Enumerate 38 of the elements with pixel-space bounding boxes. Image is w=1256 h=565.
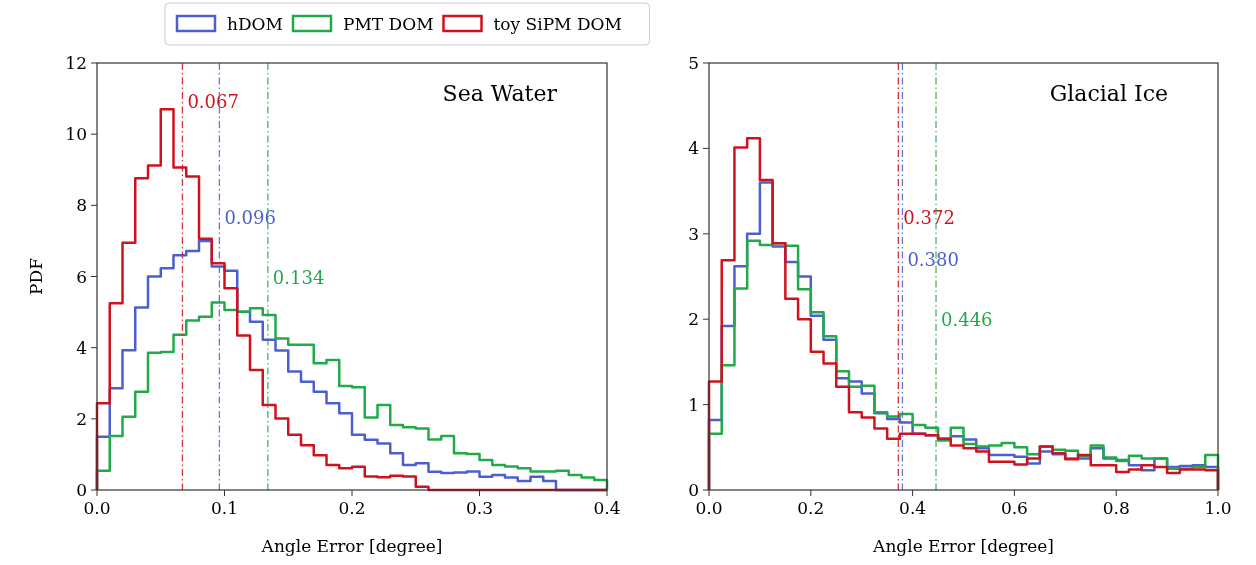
x-tick-label: 0.0	[83, 498, 111, 518]
ref-line-label: 0.134	[272, 266, 325, 288]
x-axis-title: Angle Error [degree]	[260, 536, 443, 556]
y-tick-label: 4	[76, 337, 87, 358]
ref-line-label: 0.446	[941, 309, 993, 331]
x-tick-label: 0.2	[338, 498, 366, 518]
x-tick-label: 0.4	[593, 498, 621, 518]
x-tick-label: 0.0	[695, 498, 723, 518]
ref-line-label: 0.067	[187, 91, 239, 113]
y-tick-label: 4	[688, 138, 699, 159]
y-tick-label: 6	[76, 266, 87, 287]
y-tick-label: 1	[688, 394, 699, 415]
x-tick-label: 0.2	[797, 498, 825, 518]
y-axis-title: PDF	[26, 257, 46, 295]
ref-line-label: 0.372	[903, 206, 955, 228]
y-tick-label: 10	[65, 124, 87, 145]
legend-label: toy SiPM DOM	[493, 14, 622, 34]
ref-line-label: 0.380	[907, 249, 959, 271]
y-tick-label: 0	[688, 480, 699, 500]
y-tick-label: 3	[688, 223, 699, 244]
x-tick-label: 0.8	[1102, 498, 1130, 518]
text: Glacial Ice	[1049, 81, 1168, 106]
y-tick-label: 2	[76, 408, 87, 429]
legend-label: PMT DOM	[343, 14, 434, 34]
x-tick-label: 0.1	[210, 498, 239, 518]
x-tick-label: 1.0	[1204, 498, 1232, 518]
y-tick-label: 5	[688, 53, 699, 73]
x-axis-title: Angle Error [degree]	[872, 536, 1054, 556]
ref-line-label: 0.096	[224, 206, 276, 228]
text: Sea Water	[442, 81, 558, 106]
x-tick-label: 0.6	[1000, 498, 1028, 518]
y-tick-label: 0	[76, 480, 87, 500]
y-tick-label: 2	[688, 309, 699, 330]
x-tick-label: 0.4	[899, 498, 927, 518]
y-tick-label: 12	[65, 53, 87, 73]
x-tick-label: 0.3	[465, 498, 494, 518]
y-tick-label: 8	[76, 195, 87, 216]
legend-label: hDOM	[227, 14, 283, 34]
